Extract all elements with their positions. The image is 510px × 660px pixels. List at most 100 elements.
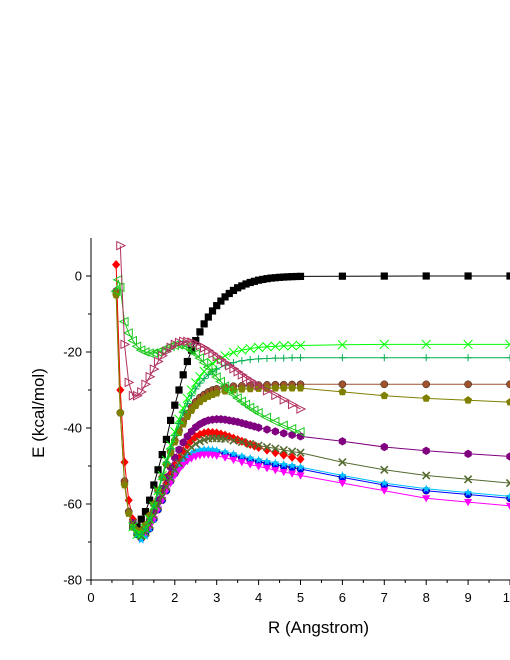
x-tick-label: 4 [255,590,262,605]
data-point [255,276,263,284]
y-tick-label: 0 [75,269,82,284]
data-point [263,425,271,434]
data-point [262,341,272,352]
data-point [141,525,150,533]
data-point [254,455,263,464]
data-point [280,273,288,281]
data-point [195,429,205,440]
series-7 [128,434,510,541]
data-point [141,508,150,516]
data-point [179,409,187,417]
data-point [280,429,288,438]
data-point [183,452,192,461]
data-point [421,339,431,350]
data-point [167,416,175,424]
data-point [506,452,510,461]
data-point [148,348,158,359]
data-point [192,337,200,345]
data-point [217,297,225,305]
data-point [271,467,280,475]
data-point [129,523,137,531]
data-point [505,339,510,350]
data-point [338,471,347,480]
data-point [200,320,208,328]
data-point [166,469,175,479]
data-point [296,272,305,280]
data-point [252,407,263,418]
data-point [246,461,255,469]
data-point [279,468,288,477]
data-point [229,385,238,394]
series-line [132,448,510,541]
data-point [287,340,297,351]
data-point [162,482,171,492]
data-point [213,302,221,310]
data-point [162,478,171,488]
data-point [271,427,279,436]
data-point [191,439,200,449]
data-point [380,380,389,389]
data-point [186,385,197,395]
data-point [269,416,280,427]
data-point [212,452,221,460]
data-point [179,438,187,447]
data-point [237,451,247,460]
data-point [422,471,431,480]
data-point [171,432,179,440]
data-point [505,478,510,488]
series-line [132,454,510,535]
data-point [137,530,145,538]
data-point [279,460,288,469]
data-point [296,404,307,414]
data-point [124,377,135,388]
series-line [132,275,510,528]
data-point [237,437,247,447]
data-point [422,354,430,362]
data-point [464,272,472,280]
x-tick-label: 9 [464,590,471,605]
plot-series [110,240,510,544]
data-point [120,339,131,350]
data-point [464,354,472,362]
data-point [165,440,176,450]
data-point [271,458,280,467]
data-point [242,280,250,288]
data-point [238,357,246,365]
data-point [127,335,137,346]
data-point [505,502,510,510]
data-point [463,488,473,497]
y-tick-label: -60 [63,497,82,512]
data-point [505,492,510,500]
data-point [221,293,229,301]
data-point [183,432,192,441]
data-point [204,313,212,321]
data-point [229,286,238,295]
data-point [212,388,221,397]
data-point [245,343,255,354]
data-point [280,354,288,362]
data-point [174,460,184,469]
data-point [228,347,239,358]
data-point [380,272,388,280]
data-point [225,432,234,442]
x-tick-label: 8 [423,590,430,605]
data-point [271,448,280,458]
data-point [296,448,305,457]
data-point [422,495,431,503]
data-point [175,419,183,428]
data-point [234,284,242,292]
data-point [183,440,192,450]
data-point [158,473,166,481]
data-point [154,489,162,497]
data-point [286,423,297,434]
data-point [116,408,125,417]
data-point [116,385,125,395]
data-point [233,435,242,445]
data-point [116,240,127,251]
data-point [246,453,255,462]
data-point [175,386,183,394]
x-tick-label: 2 [171,590,178,605]
data-point [229,449,238,458]
data-point [279,445,288,455]
data-point [278,341,289,351]
